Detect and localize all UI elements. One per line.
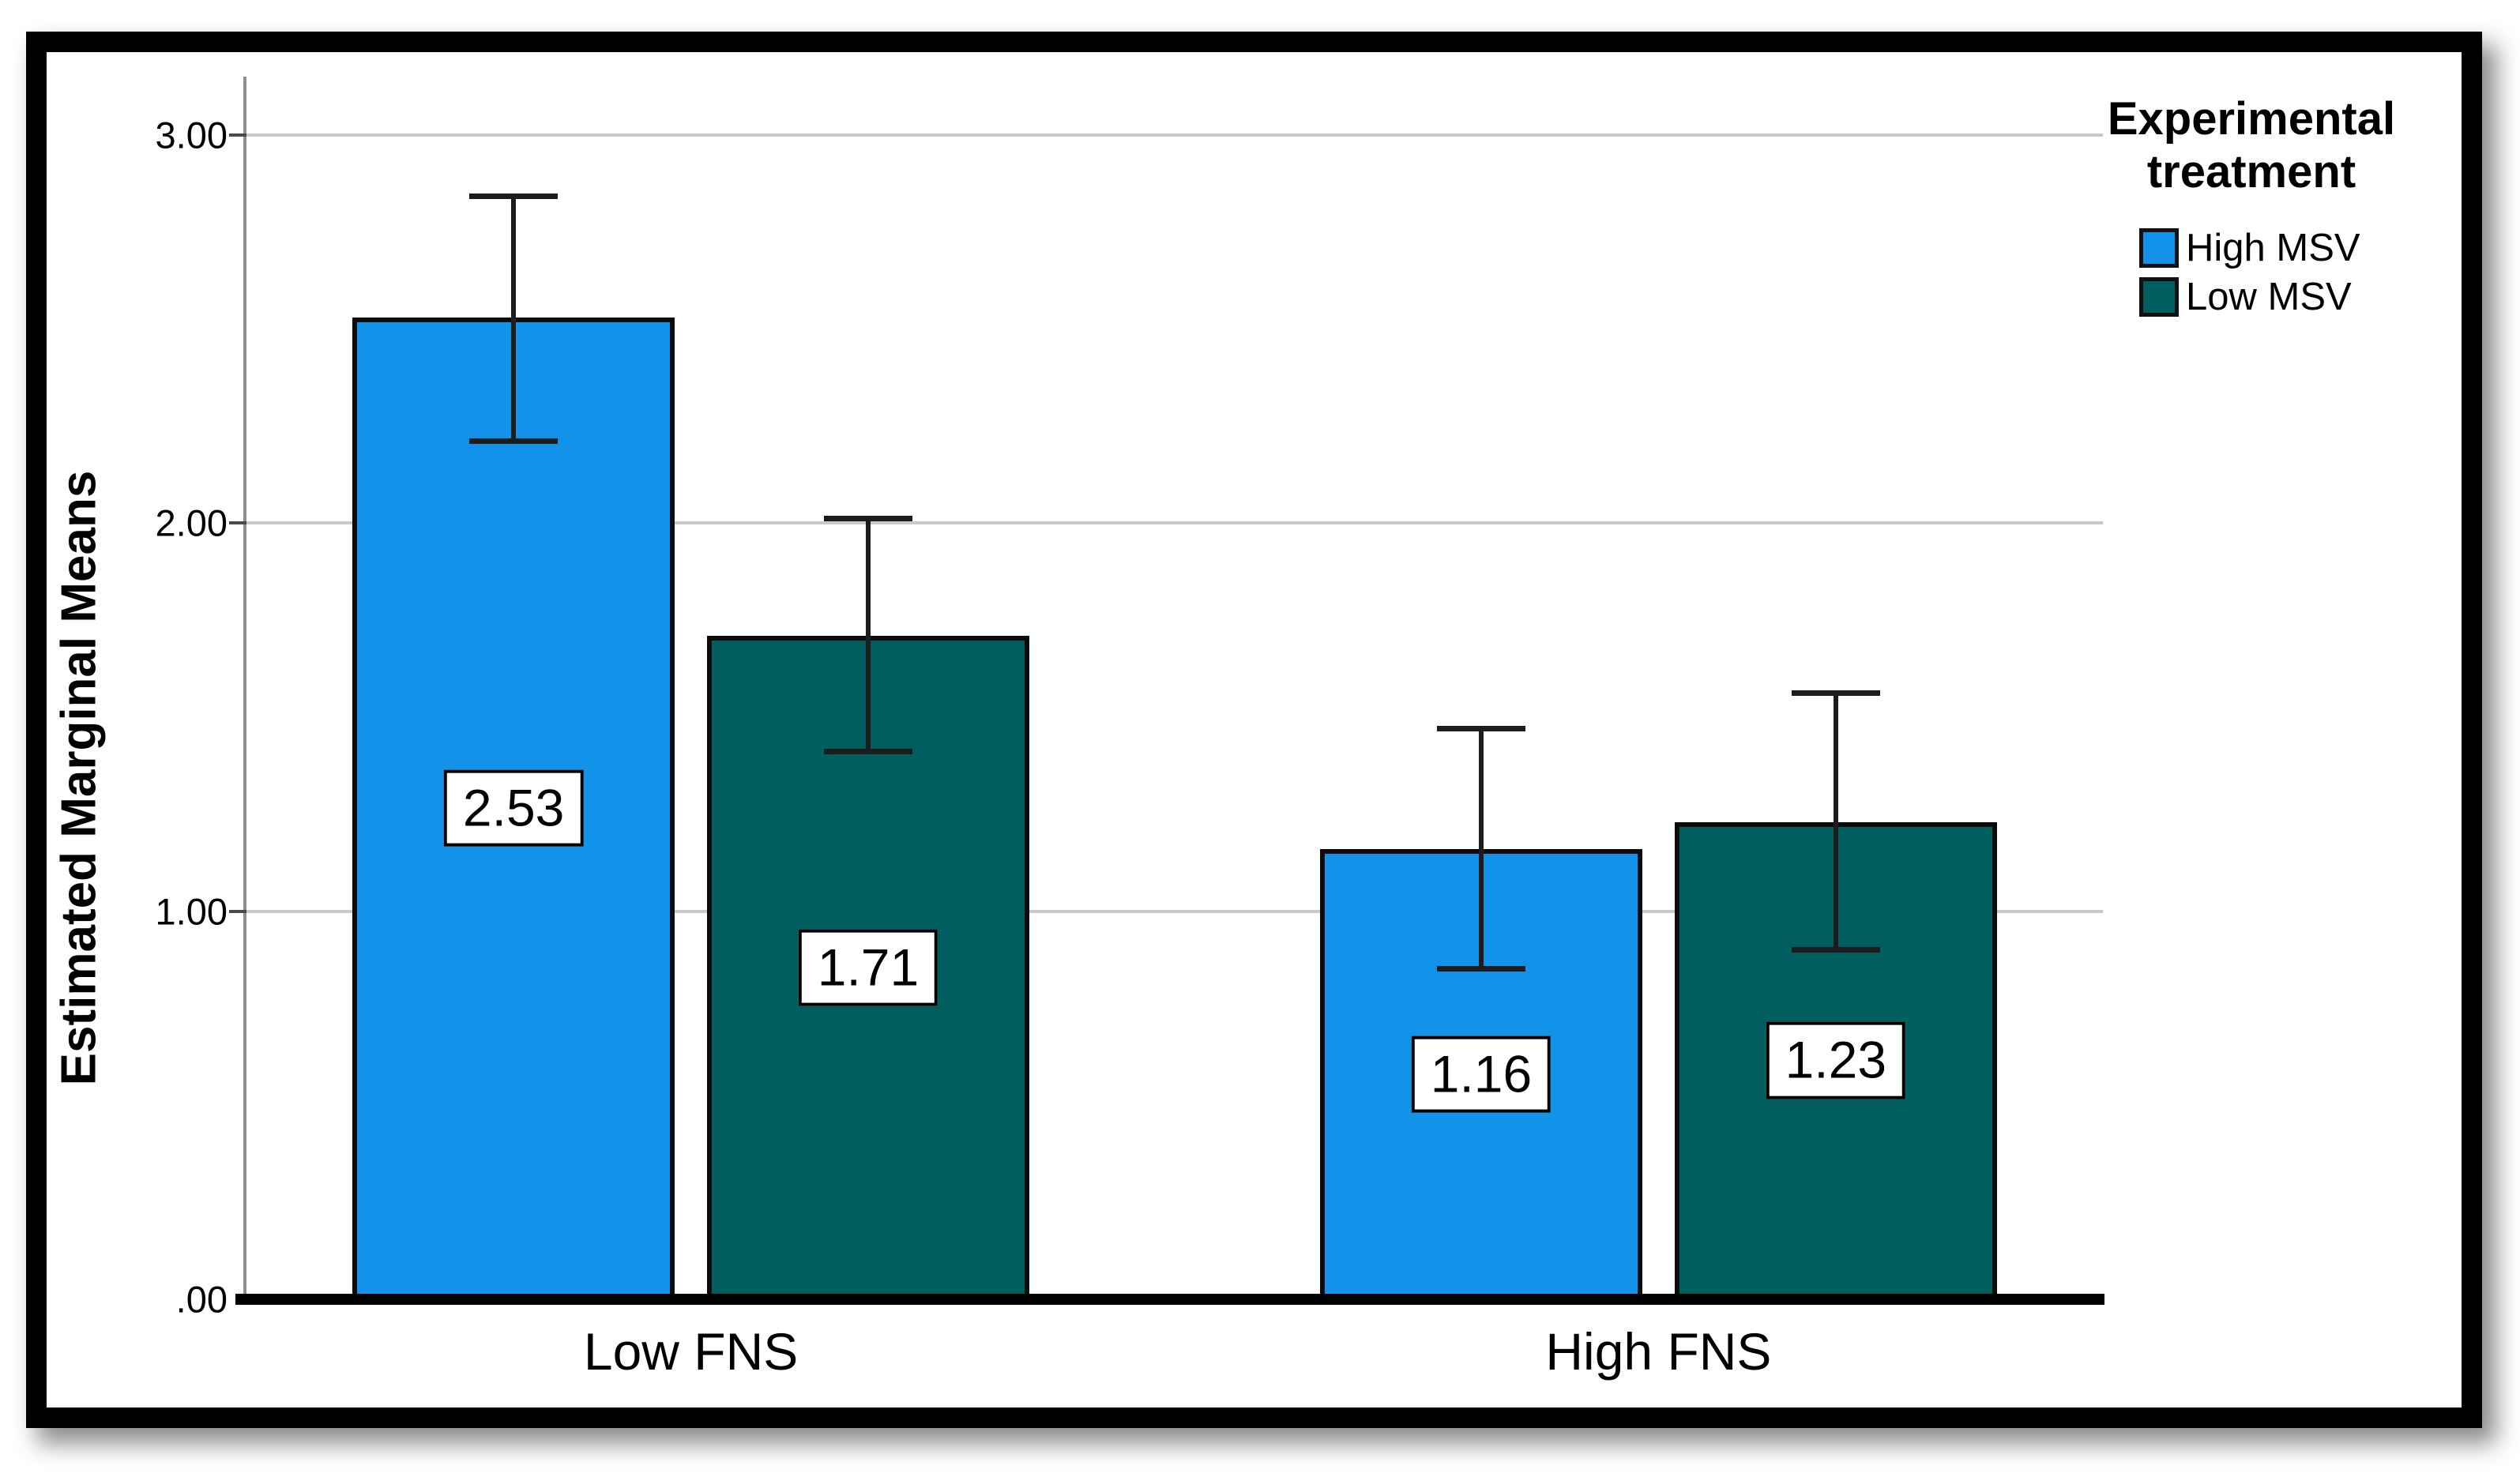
x-category-label: High FNS [1545, 1322, 1772, 1381]
legend-item-high-msv: High MSV [2139, 226, 2411, 269]
error-bar-cap-bottom [1436, 966, 1525, 972]
legend-swatch [2139, 277, 2179, 318]
y-tick-label: 3.00 [155, 114, 228, 156]
error-bar-whisker [866, 519, 871, 753]
error-bar-cap-bottom [1791, 946, 1880, 953]
x-category-label: Low FNS [583, 1322, 799, 1381]
error-bar-cap-top [1791, 690, 1880, 697]
legend-label: High MSV [2186, 226, 2360, 269]
value-label: 2.53 [443, 769, 584, 847]
error-bar-cap-bottom [469, 438, 559, 444]
value-label: 1.23 [1766, 1022, 1906, 1099]
y-tick-label: .00 [175, 1278, 228, 1321]
gridline-3.00 [246, 133, 2103, 137]
value-label: 1.71 [798, 929, 938, 1006]
legend-items: High MSV Low MSV [2092, 226, 2411, 318]
value-label: 1.16 [1411, 1035, 1551, 1113]
error-bar-whisker [1478, 728, 1484, 970]
y-tick-label: 1.00 [155, 890, 228, 933]
y-tick-mark [229, 133, 246, 137]
error-bar-cap-bottom [824, 749, 912, 755]
error-bar-cap-top [469, 194, 559, 200]
error-bar-cap-top [1436, 725, 1525, 731]
error-bar-whisker [1833, 693, 1838, 950]
gridline-1.00 [246, 909, 2103, 913]
legend-title: Experimental treatment [2107, 93, 2396, 197]
legend-item-low-msv: Low MSV [2139, 275, 2411, 318]
gridline-2.00 [246, 521, 2103, 525]
error-bar-whisker [511, 197, 517, 442]
y-axis-line [243, 77, 246, 1301]
y-tick-mark [229, 521, 246, 525]
legend: Experimental treatment High MSV Low MSV [2092, 93, 2411, 326]
y-tick-mark [229, 909, 246, 913]
y-tick-label: 2.00 [155, 502, 228, 544]
legend-label: Low MSV [2186, 275, 2352, 318]
legend-swatch [2139, 228, 2179, 269]
y-axis-title: Estimated Marginal Means [51, 470, 107, 1086]
error-bar-cap-top [824, 516, 912, 522]
x-axis-line [235, 1294, 2104, 1305]
plot-area: 3.00 2.00 1.00 .00 2.53 1.71 1.16 1.23 [156, 77, 2104, 1318]
